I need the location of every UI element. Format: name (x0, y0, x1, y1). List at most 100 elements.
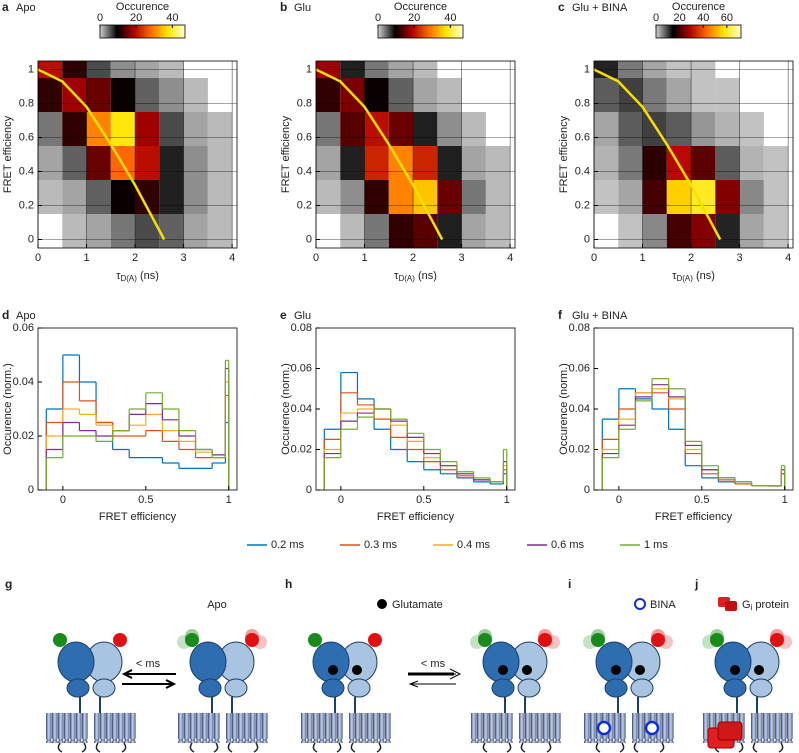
x-tick-label: 0 (35, 252, 41, 264)
y-tick-label: 0.8 (297, 97, 312, 109)
heat-cell (666, 214, 692, 248)
panel-letter: i (568, 577, 571, 591)
heat-cell (461, 146, 486, 180)
colorbar-tick-label: 40 (166, 12, 178, 24)
colorbar-tick-label: 20 (408, 12, 420, 24)
x-tick-label: 4 (507, 252, 513, 264)
y-tick-label: 0 (306, 233, 312, 245)
y-tick-label: 0.4 (575, 165, 590, 177)
colorbar-tick-label: 20 (673, 12, 685, 24)
arrows (408, 668, 462, 688)
heat-cell (316, 180, 341, 214)
x-tick-label: 1 (504, 494, 510, 506)
legend-label: 0.3 ms (364, 539, 398, 551)
panel-title: Glu + BINA (572, 310, 628, 322)
x-tick-label: 0.5 (416, 494, 431, 506)
heat-cell (62, 112, 87, 146)
heat-cell (388, 78, 414, 112)
y-axis-label: FRET efficiency (280, 115, 292, 193)
y-axis-label: FRET efficiency (2, 115, 14, 193)
bina (644, 720, 660, 736)
x-tick-label: 2 (410, 252, 416, 264)
panel-title: Glu (294, 2, 311, 14)
y-tick-label: 0.02 (569, 443, 590, 455)
heat-cell (763, 214, 789, 248)
legend-label: 0.2 ms (271, 539, 305, 551)
heat-cell (594, 78, 619, 112)
receptor (300, 632, 392, 753)
y-axis-label: FRET efficiency (558, 115, 570, 193)
y-tick-label: 0.4 (297, 165, 312, 177)
x-tick-label: 3 (737, 252, 743, 264)
heat-cell (594, 112, 619, 146)
heat-cell (183, 180, 208, 214)
plot-frame (593, 60, 794, 249)
x-label-unit: (ns) (137, 270, 159, 282)
panel-letter: d (2, 308, 9, 322)
x-label-symbol: τ (672, 270, 677, 282)
x-label-sub: D(A) (120, 274, 137, 283)
receptor (177, 632, 269, 753)
panel-letter: j (694, 577, 698, 591)
fit-line (593, 68, 722, 241)
heat-cell (388, 180, 414, 214)
panel-letter: c (558, 0, 565, 14)
heat-cell (715, 78, 740, 112)
heat-cell (461, 112, 486, 146)
ligand-sub: i (751, 603, 753, 612)
y-axis-label: Occurence (norm.) (558, 363, 570, 455)
y-tick-label: 1 (306, 63, 312, 75)
heat-cell (461, 180, 486, 214)
y-tick-label: 0.08 (291, 322, 312, 334)
y-tick-label: 0.02 (291, 443, 312, 455)
heat-cell (437, 146, 462, 180)
heat-cell (666, 78, 692, 112)
heat-cell (86, 180, 111, 214)
x-label-sub: D(A) (676, 274, 693, 283)
y-tick-label: 0.08 (569, 322, 590, 334)
heat-cell (159, 112, 184, 146)
colorbar-tick-label: 0 (375, 12, 381, 24)
heat-cell (642, 146, 667, 180)
heat-cell (62, 180, 87, 214)
heat-cell (340, 180, 365, 214)
heat-cell (159, 214, 184, 248)
legend-label: 0.6 ms (551, 539, 585, 551)
x-label-symbol: τ (394, 270, 399, 282)
y-tick-label: 0.2 (19, 199, 34, 211)
heat-cell (159, 180, 184, 214)
plot-background (316, 328, 515, 490)
x-axis-label: τD(A) (ns) (672, 270, 715, 283)
heat-cell (642, 78, 667, 112)
x-tick-label: 0 (338, 494, 344, 506)
heat-cell (715, 180, 740, 214)
heat-cell (642, 180, 667, 214)
heat-cell (618, 112, 643, 146)
arrows (121, 669, 177, 689)
x-label-unit: (ns) (693, 270, 715, 282)
glutamate (328, 665, 338, 675)
y-tick-label: 0 (28, 484, 34, 496)
panel-letter: a (2, 0, 9, 14)
heat-cell (739, 146, 764, 180)
colorbar-label: Occurence (672, 1, 725, 13)
heat-cell (38, 112, 63, 146)
bina-icon (634, 598, 646, 610)
x-tick-label: 1 (226, 494, 232, 506)
gi-icon (725, 601, 737, 611)
heat-cell (207, 112, 233, 146)
x-axis-label: FRET efficiency (99, 511, 177, 523)
heat-cell (207, 146, 233, 180)
y-tick-label: 0.6 (19, 131, 34, 143)
heat-cell (86, 78, 111, 112)
heat-cell (437, 78, 462, 112)
x-tick-label: 1 (83, 252, 89, 264)
panel-letter: h (285, 577, 292, 591)
heat-cell (183, 214, 208, 248)
y-tick-label: 1 (28, 63, 34, 75)
y-tick-label: 0 (584, 233, 590, 245)
x-tick-label: 2 (688, 252, 694, 264)
heat-cell (594, 146, 619, 180)
heat-cell (316, 112, 341, 146)
bina (596, 720, 612, 736)
